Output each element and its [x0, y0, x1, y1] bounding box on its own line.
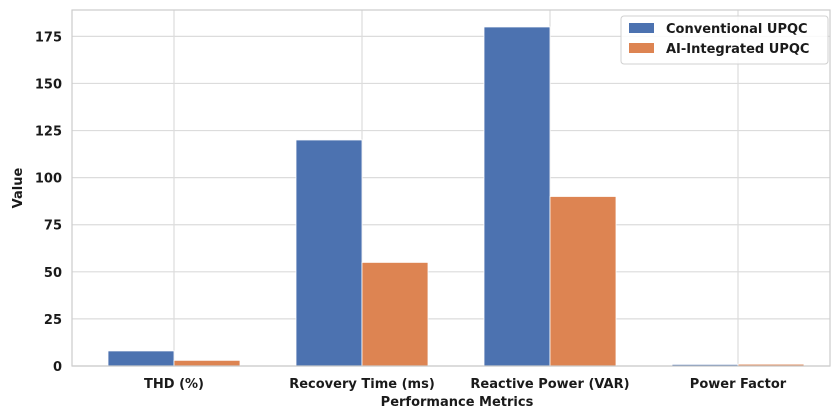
y-tick-label: 175 — [35, 30, 62, 45]
bar-ai-integrated — [549, 196, 617, 367]
bar-conventional — [107, 350, 175, 367]
legend-box — [620, 15, 829, 65]
legend-swatch — [629, 23, 654, 33]
y-tick-label: 100 — [35, 172, 62, 187]
x-tick-label: Recovery Time (ms) — [289, 377, 435, 392]
plot-frame — [71, 9, 831, 367]
x-axis-title: Performance Metrics — [381, 395, 534, 410]
y-axis-ticks: 0 25 50 75 100 125 150 175 — [35, 30, 62, 375]
y-tick-label: 0 — [53, 360, 62, 375]
plot-border — [71, 9, 831, 367]
legend: Conventional UPQC AI-Integrated UPQC — [620, 15, 829, 65]
bar-conventional — [295, 139, 363, 367]
legend-label: AI-Integrated UPQC — [666, 42, 809, 57]
x-axis-ticks: THD (%) Recovery Time (ms) Reactive Power … — [144, 377, 787, 392]
x-tick-label: THD (%) — [144, 377, 204, 392]
x-tick-label: Power Factor — [690, 377, 787, 392]
bars-group — [107, 26, 805, 367]
bar-ai-integrated — [173, 359, 241, 367]
bar-conventional — [483, 26, 551, 367]
y-axis-title: Value — [11, 167, 26, 208]
bar-ai-integrated — [361, 262, 429, 367]
x-tick-label: Reactive Power (VAR) — [470, 377, 629, 392]
legend-swatch — [629, 43, 654, 53]
y-tick-label: 50 — [44, 266, 62, 281]
y-tick-label: 25 — [44, 313, 62, 328]
y-tick-label: 125 — [35, 125, 62, 140]
y-tick-label: 75 — [44, 219, 62, 234]
legend-label: Conventional UPQC — [666, 22, 808, 37]
y-tick-label: 150 — [35, 77, 62, 92]
